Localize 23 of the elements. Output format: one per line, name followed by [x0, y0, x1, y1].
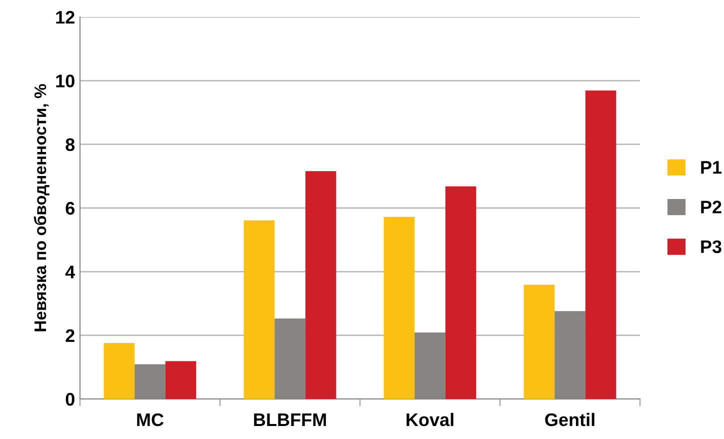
- y-tick-label: 8: [66, 138, 75, 152]
- bar: [585, 90, 616, 399]
- y-tick-label: 12: [56, 10, 74, 24]
- bar: [445, 186, 476, 399]
- bar: [384, 216, 415, 399]
- bar: [524, 284, 555, 399]
- y-tick-label: 4: [65, 266, 76, 278]
- y-tick-label: 0: [66, 392, 74, 406]
- bar: [104, 342, 135, 399]
- x-tick-label: MC: [137, 413, 164, 426]
- x-tick-label: Gentil: [545, 412, 594, 426]
- legend-label: P2: [701, 200, 722, 214]
- bar: [305, 171, 336, 399]
- x-tick-label: Koval: [406, 412, 454, 426]
- bar: [244, 220, 275, 399]
- legend-label: P3: [701, 240, 722, 254]
- y-axis-title: Невязка по обводненности, %: [34, 84, 50, 332]
- y-tick-label: 6: [66, 202, 74, 215]
- x-tick-label: BLBFFM: [254, 414, 326, 426]
- legend-label: P1: [701, 161, 722, 174]
- bar: [165, 361, 196, 399]
- y-tick-label: 2: [66, 329, 74, 342]
- y-tick-label: 10: [56, 74, 74, 88]
